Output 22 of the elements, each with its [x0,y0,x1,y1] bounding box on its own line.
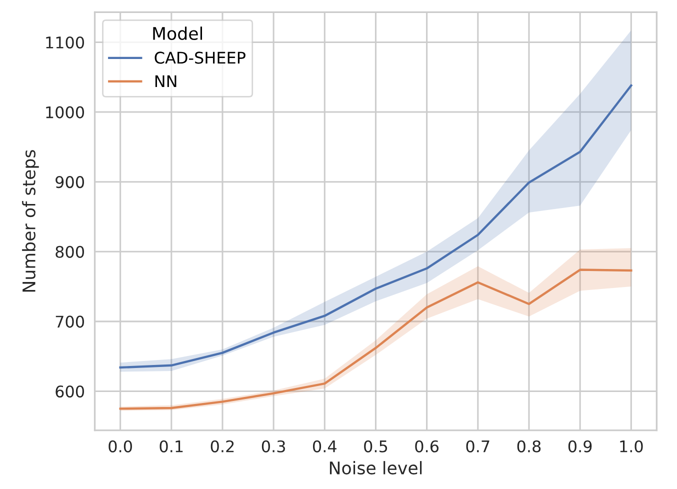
x-tick-label: 0.2 [210,440,234,452]
x-tick-label: 0.6 [415,440,439,452]
y-tick-label: 900 [56,176,84,188]
y-tick-label: 1000 [46,106,84,118]
x-tick-label: 0.4 [313,440,336,452]
x-tick-label: 0.7 [466,440,490,452]
y-tick-label: 800 [56,246,84,258]
x-tick-label: 0.1 [160,440,183,452]
x-tick-label: 0.5 [364,440,388,452]
x-tick-label: 0.9 [568,440,592,452]
y-tick-label: 600 [56,385,84,398]
x-tick-label: 0.8 [517,440,541,452]
x-tick-label: 1.0 [620,440,643,452]
x-tick-label: 0.3 [262,440,285,452]
y-tick-label: 700 [56,316,84,328]
legend-label: NN [155,75,176,87]
y-axis-title: Number of steps [22,150,39,292]
x-tick-label: 0.0 [108,440,132,452]
legend-title: Model [153,26,202,40]
legend-label: CAD-SHEEP [154,52,246,64]
x-axis-title: Noise level [330,461,422,474]
y-tick-label: 1100 [46,36,84,49]
